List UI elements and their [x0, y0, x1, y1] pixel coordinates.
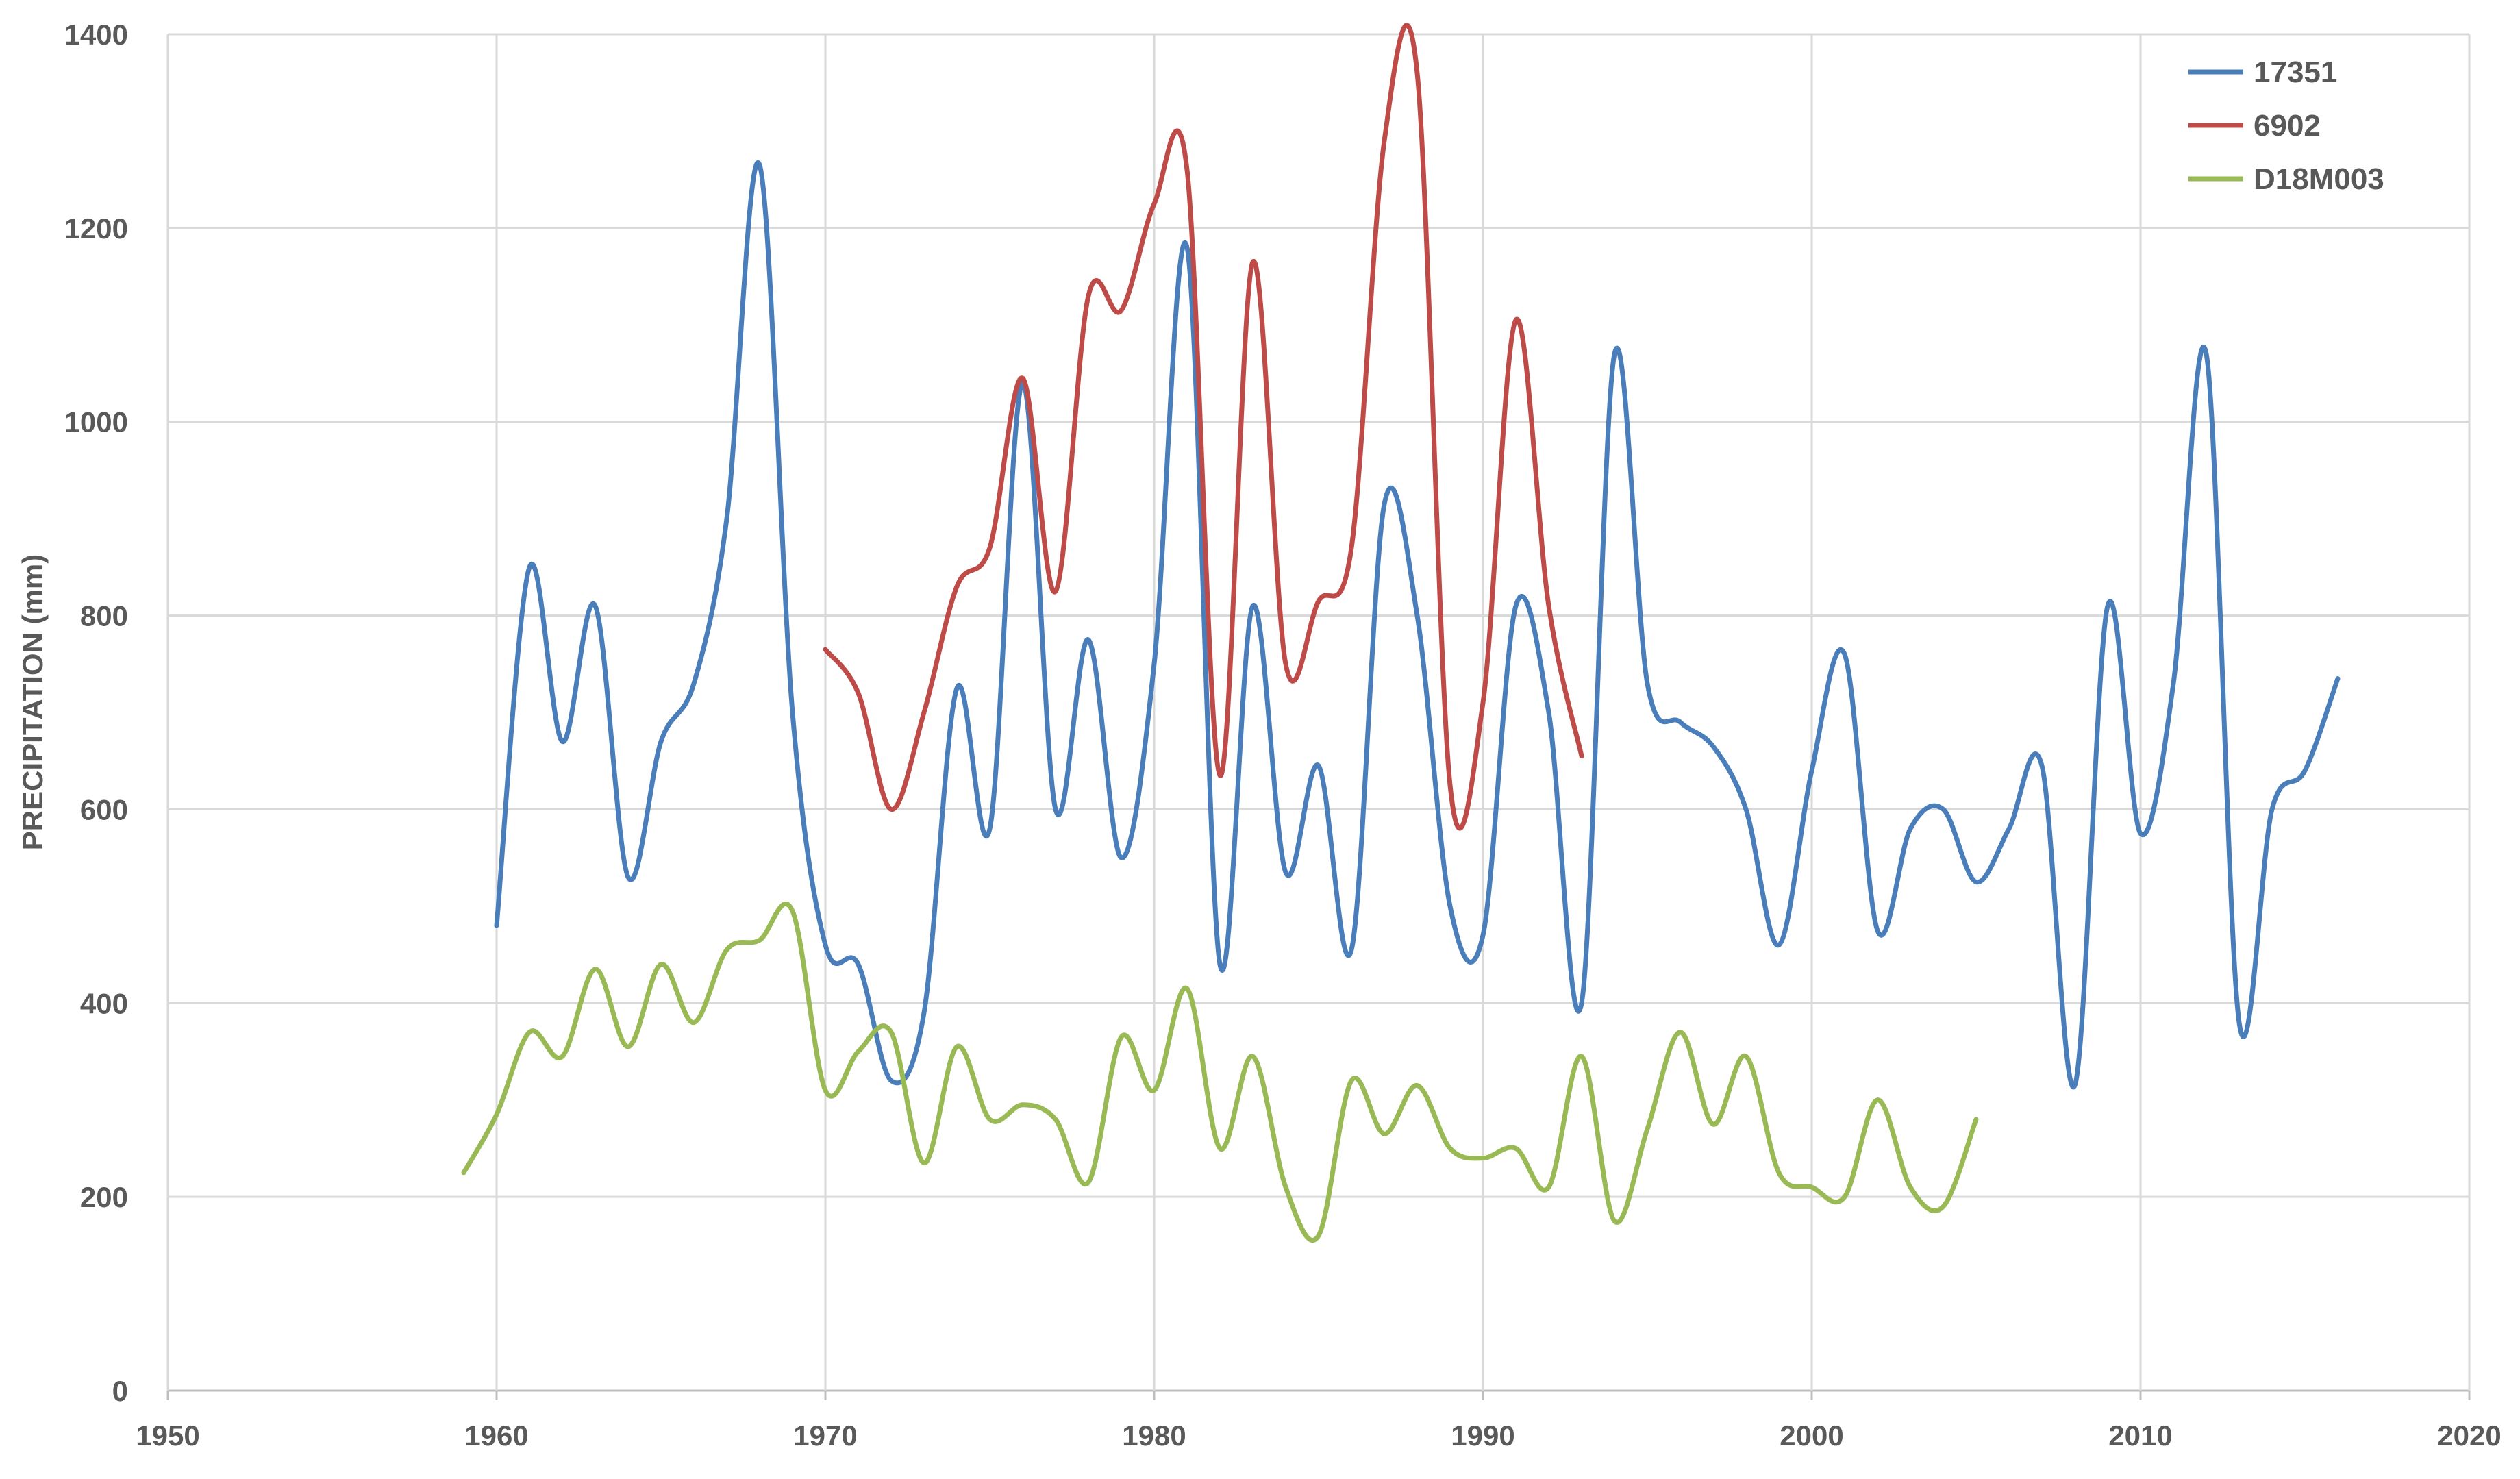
axes: 0 200 400 600 800 1000 1200 1400 1950 1960 1970 198… [64, 18, 2502, 1452]
series-line-17351 [494, 160, 2341, 1090]
x-tick-label: 2020 [2437, 1419, 2501, 1452]
y-tick-label: 0 [112, 1375, 128, 1407]
y-tick-label: 400 [80, 987, 128, 1019]
series-line-d18m003 [461, 902, 1979, 1243]
x-tick-label: 1990 [1451, 1419, 1514, 1452]
legend-label: D18M003 [2254, 162, 2384, 196]
x-tick-label: 1960 [464, 1419, 528, 1452]
y-tick-label: 1200 [64, 212, 128, 245]
y-tick-label: 1400 [64, 18, 128, 51]
x-tick-label: 2010 [2108, 1419, 2172, 1452]
x-tick-label: 1950 [136, 1419, 199, 1452]
y-tick-label: 800 [80, 600, 128, 632]
series-lines [461, 23, 2341, 1243]
legend-label: 6902 [2254, 109, 2321, 142]
y-tick-label: 600 [80, 793, 128, 825]
series-line-6902 [823, 23, 1584, 831]
x-tick-label: 1980 [1122, 1419, 1186, 1452]
x-tick-label: 2000 [1780, 1419, 1843, 1452]
y-tick-label: 200 [80, 1181, 128, 1213]
legend: 17351 6902 D18M003 [2188, 55, 2384, 196]
y-axis-label: PRECIPITATION (mm) [16, 554, 49, 850]
x-tick-label: 1970 [793, 1419, 857, 1452]
y-tick-label: 1000 [64, 406, 128, 438]
legend-label: 17351 [2254, 55, 2337, 89]
